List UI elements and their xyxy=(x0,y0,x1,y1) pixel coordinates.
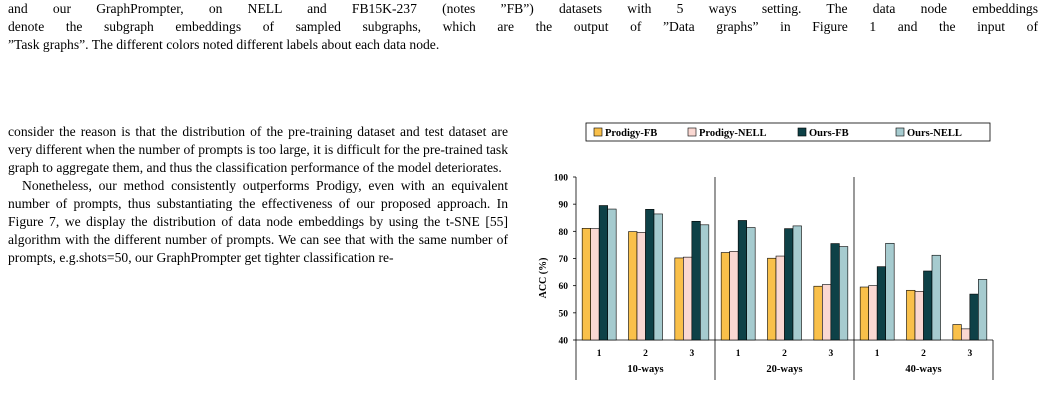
figure-caption: and our GraphPrompter, on NELL and FB15K… xyxy=(8,0,1038,54)
bar-ours-nell xyxy=(607,208,617,341)
bar-prodigy-fb xyxy=(906,289,916,341)
category-label: 2 xyxy=(643,349,648,359)
bar-prodigy-fb xyxy=(952,324,962,341)
bar-prodigy-nell xyxy=(729,251,739,341)
legend-label: Prodigy-FB xyxy=(605,128,657,139)
legend-swatch xyxy=(895,127,905,137)
y-tick-label: 60 xyxy=(559,282,569,292)
bar-prodigy-fb xyxy=(813,285,823,341)
y-axis-label: ACC (%) xyxy=(538,258,549,299)
paragraph-2: Nonetheless, our method consistently out… xyxy=(8,178,508,265)
bar-ours-nell xyxy=(746,227,756,341)
legend-swatch xyxy=(797,127,807,137)
bar-prodigy-nell xyxy=(590,228,600,341)
category-label: 1 xyxy=(597,349,602,359)
legend-label: Ours-NELL xyxy=(907,128,962,139)
bar-prodigy-nell xyxy=(868,285,878,341)
group-label: 40-ways xyxy=(905,364,941,375)
category-label: 1 xyxy=(736,349,741,359)
accuracy-bar-chart: Prodigy-FB Prodigy-NELL Ours-FB Ours-NELL 4… xyxy=(526,112,1026,402)
bar-prodigy-fb xyxy=(581,228,591,341)
bar-prodigy-fb xyxy=(674,257,684,341)
legend-box xyxy=(585,122,991,142)
y-tick-label: 50 xyxy=(559,309,569,319)
y-tick-label: 70 xyxy=(559,255,569,265)
bar-prodigy-nell xyxy=(914,291,924,341)
bar-ours-fb xyxy=(737,220,747,341)
caption-line-3: ”Task graphs”. The different colors note… xyxy=(8,37,440,52)
bar-ours-fb xyxy=(691,220,701,341)
legend-item: Ours-FB xyxy=(797,127,849,139)
bar-ours-fb xyxy=(876,266,886,341)
category-label: 1 xyxy=(875,349,880,359)
bar-ours-fb xyxy=(969,293,979,341)
bar-ours-nell xyxy=(653,213,663,341)
chart-legend: Prodigy-FB Prodigy-NELL Ours-FB Ours-NELL xyxy=(585,122,991,142)
bar-prodigy-fb xyxy=(628,231,638,341)
bar-ours-nell xyxy=(978,279,988,341)
bar-ours-nell xyxy=(700,224,710,341)
bar-prodigy-fb xyxy=(720,252,730,341)
bar-prodigy-nell xyxy=(683,256,693,341)
caption-line-2: denote the subgraph embeddings of sample… xyxy=(8,19,1038,34)
legend-item: Prodigy-FB xyxy=(593,127,657,139)
bar-ours-fb xyxy=(598,205,608,341)
legend-item: Prodigy-NELL xyxy=(687,127,766,139)
bar-ours-nell xyxy=(931,254,941,341)
category-label: 2 xyxy=(782,349,787,359)
chart-bars xyxy=(581,205,988,341)
bar-prodigy-nell xyxy=(822,284,832,341)
group-label: 10-ways xyxy=(627,364,663,375)
bar-prodigy-fb xyxy=(767,257,777,341)
bar-ours-fb xyxy=(923,270,933,341)
legend-swatch xyxy=(687,127,697,137)
y-tick-label: 80 xyxy=(559,228,569,238)
legend-swatch xyxy=(593,127,603,137)
chart-svg: Prodigy-FB Prodigy-NELL Ours-FB Ours-NELL 4… xyxy=(538,122,994,380)
category-label: 3 xyxy=(967,349,972,359)
category-label: 2 xyxy=(921,349,926,359)
bar-ours-nell xyxy=(839,246,849,341)
caption-line-1: and our GraphPrompter, on NELL and FB15K… xyxy=(8,1,1038,16)
bar-prodigy-fb xyxy=(859,286,869,341)
group-label: 20-ways xyxy=(766,364,802,375)
y-tick-label: 90 xyxy=(559,201,569,211)
chart-x-labels: 1 2 3 1 2 3 1 2 3 10-ways 20-ways 40-ways xyxy=(597,349,973,375)
body-text: consider the reason is that the distribu… xyxy=(8,123,508,267)
category-label: 3 xyxy=(828,349,833,359)
bar-ours-nell xyxy=(885,242,895,341)
bar-ours-fb xyxy=(645,209,655,341)
bar-prodigy-nell xyxy=(636,232,646,341)
bar-ours-fb xyxy=(830,243,840,341)
category-label: 3 xyxy=(689,349,694,359)
legend-label: Ours-FB xyxy=(809,128,849,139)
paragraph-1: consider the reason is that the distribu… xyxy=(8,124,508,175)
bar-ours-nell xyxy=(792,225,802,341)
bar-prodigy-nell xyxy=(775,255,785,341)
y-tick-label: 100 xyxy=(554,174,569,184)
legend-label: Prodigy-NELL xyxy=(699,128,766,139)
bar-prodigy-nell xyxy=(961,328,971,341)
legend-item: Ours-NELL xyxy=(895,127,962,139)
y-tick-label: 40 xyxy=(559,337,569,347)
bar-ours-fb xyxy=(784,228,794,341)
